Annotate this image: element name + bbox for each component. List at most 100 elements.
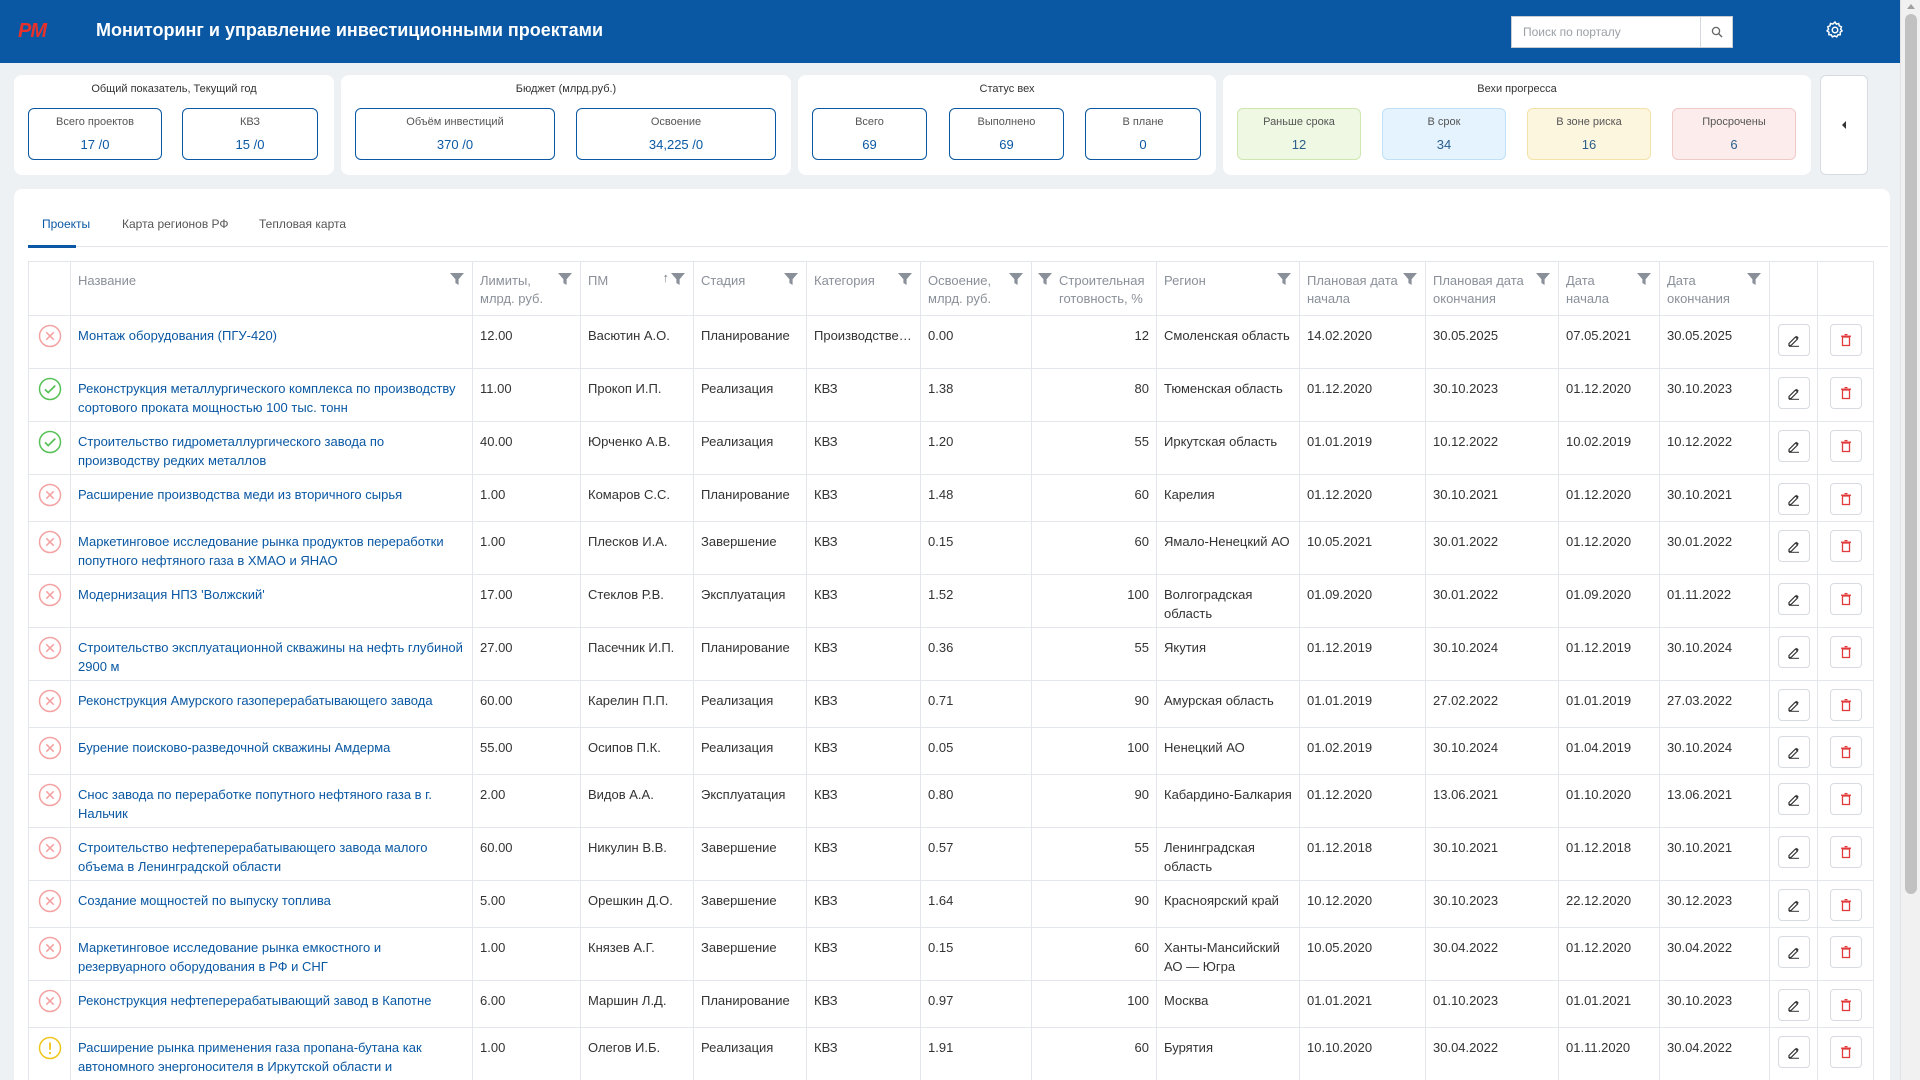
app-logo[interactable]: PM [18,20,47,42]
edit-button[interactable] [1777,889,1810,921]
cell-name[interactable]: Строительство эксплуатационной скважины … [70,627,473,681]
edit-button[interactable] [1777,583,1810,615]
edit-button[interactable] [1777,636,1810,668]
tab-heat-map[interactable]: Тепловая карта [259,217,347,231]
stat-milestones-planned[interactable]: В плане 0 [1085,108,1201,160]
table-row[interactable]: Расширение рынка применения газа пропана… [28,1027,1874,1080]
table-row[interactable]: Маркетинговое исследование рынка продукт… [28,521,1874,575]
stat-total-projects[interactable]: Всего проектов 17 /0 [28,108,162,160]
table-row[interactable]: Создание мощностей по выпуску топлива 5.0… [28,880,1874,928]
table-row[interactable]: Строительство гидрометаллургического зав… [28,421,1874,475]
delete-button[interactable] [1829,1036,1862,1068]
filter-icon[interactable] [1009,272,1023,286]
filter-icon[interactable] [1637,272,1651,286]
delete-button[interactable] [1829,889,1862,921]
filter-icon[interactable] [1277,272,1291,286]
settings-button[interactable] [1822,17,1848,43]
tab-projects[interactable]: Проекты [42,217,91,231]
scroll-up-arrow-icon[interactable] [1907,4,1915,9]
edit-button[interactable] [1777,1036,1810,1068]
header-category[interactable]: Категория [806,261,921,316]
cell-name[interactable]: Расширение производства меди из вторично… [70,474,473,522]
edit-button[interactable] [1777,989,1810,1021]
header-name[interactable]: Название [70,261,473,316]
filter-icon[interactable] [1038,272,1052,286]
table-row[interactable]: Расширение производства меди из вторично… [28,474,1874,522]
table-row[interactable]: Строительство нефтеперерабатывающего зав… [28,827,1874,881]
delete-button[interactable] [1829,989,1862,1021]
table-row[interactable]: Реконструкция металлургического комплекс… [28,368,1874,422]
header-start[interactable]: Дата начала [1558,261,1660,316]
table-row[interactable]: Бурение поисково-разведочной скважины Ам… [28,727,1874,775]
filter-icon[interactable] [671,272,685,286]
edit-button[interactable] [1777,377,1810,409]
search-button[interactable] [1700,17,1732,47]
table-row[interactable]: Строительство эксплуатационной скважины … [28,627,1874,681]
delete-button[interactable] [1829,583,1862,615]
table-row[interactable]: Модернизация НПЗ 'Волжский' 17.00 Стеклов … [28,574,1874,628]
table-row[interactable]: Монтаж оборудования (ПГУ-420) 12.00 Васюти… [28,315,1874,369]
cell-name[interactable]: Маркетинговое исследование рынка емкостн… [70,927,473,981]
delete-button[interactable] [1829,836,1862,868]
stat-milestones-done[interactable]: Выполнено 69 [949,108,1064,160]
delete-button[interactable] [1829,636,1862,668]
scroll-thumb[interactable] [1905,14,1917,894]
stat-overdue[interactable]: Просрочены 6 [1672,108,1796,160]
header-plan-end[interactable]: Плановая дата окончания [1425,261,1559,316]
cell-name[interactable]: Создание мощностей по выпуску топлива [70,880,473,928]
cell-name[interactable]: Снос завода по переработке попутного неф… [70,774,473,828]
stat-spent[interactable]: Освоение 34,225 /0 [576,108,776,160]
stat-milestones-total[interactable]: Всего 69 [812,108,927,160]
stat-at-risk[interactable]: В зоне риска 16 [1527,108,1651,160]
edit-button[interactable] [1777,430,1810,462]
header-pm[interactable]: ПМ ↑ [580,261,694,316]
filter-icon[interactable] [1747,272,1761,286]
edit-button[interactable] [1777,483,1810,515]
edit-button[interactable] [1777,736,1810,768]
header-end[interactable]: Дата окончания [1659,261,1770,316]
edit-button[interactable] [1777,530,1810,562]
delete-button[interactable] [1829,377,1862,409]
cell-name[interactable]: Строительство гидрометаллургического зав… [70,421,473,475]
delete-button[interactable] [1829,689,1862,721]
cell-name[interactable]: Расширение рынка применения газа пропана… [70,1027,473,1080]
stat-investment[interactable]: Объём инвестиций 370 /0 [355,108,555,160]
cell-name[interactable]: Реконструкция Амурского газоперерабатыва… [70,680,473,728]
cell-name[interactable]: Модернизация НПЗ 'Волжский' [70,574,473,628]
stat-ahead[interactable]: Раньше срока 12 [1237,108,1361,160]
page-scrollbar[interactable] [1900,0,1920,1080]
filter-icon[interactable] [558,272,572,286]
cell-name[interactable]: Реконструкция нефтеперерабатывающий заво… [70,980,473,1028]
header-stage[interactable]: Стадия [693,261,807,316]
delete-button[interactable] [1829,324,1862,356]
header-readiness[interactable]: Строительная готовность, % [1031,261,1157,316]
table-row[interactable]: Реконструкция Амурского газоперерабатыва… [28,680,1874,728]
filter-icon[interactable] [1403,272,1417,286]
delete-button[interactable] [1829,936,1862,968]
edit-button[interactable] [1777,836,1810,868]
header-region[interactable]: Регион [1156,261,1300,316]
header-plan-start[interactable]: Плановая дата начала [1299,261,1426,316]
table-row[interactable]: Снос завода по переработке попутного неф… [28,774,1874,828]
delete-button[interactable] [1829,530,1862,562]
cell-name[interactable]: Маркетинговое исследование рынка продукт… [70,521,473,575]
delete-button[interactable] [1829,736,1862,768]
table-row[interactable]: Реконструкция нефтеперерабатывающий заво… [28,980,1874,1028]
cell-name[interactable]: Реконструкция металлургического комплекс… [70,368,473,422]
cell-name[interactable]: Монтаж оборудования (ПГУ-420) [70,315,473,369]
filter-icon[interactable] [784,272,798,286]
filter-icon[interactable] [450,272,464,286]
tab-regions-map[interactable]: Карта регионов РФ [122,217,229,231]
cell-name[interactable]: Бурение поисково-разведочной скважины Ам… [70,727,473,775]
edit-button[interactable] [1777,689,1810,721]
header-limit[interactable]: Лимиты, млрд. руб. [472,261,581,316]
edit-button[interactable] [1777,324,1810,356]
stat-kvz[interactable]: КВЗ 15 /0 [182,108,318,160]
delete-button[interactable] [1829,483,1862,515]
filter-icon[interactable] [1536,272,1550,286]
filter-icon[interactable] [898,272,912,286]
edit-button[interactable] [1777,783,1810,815]
delete-button[interactable] [1829,783,1862,815]
cell-name[interactable]: Строительство нефтеперерабатывающего зав… [70,827,473,881]
search-input[interactable] [1512,17,1700,47]
